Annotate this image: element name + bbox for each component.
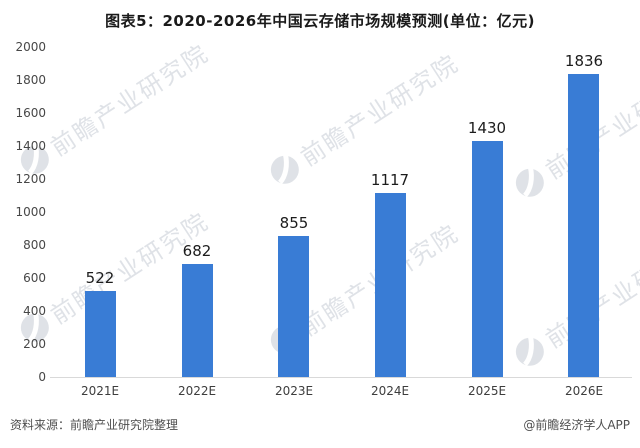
- y-axis-tick-label: 2000: [15, 40, 46, 54]
- y-axis-tick-label: 800: [23, 238, 46, 252]
- x-axis-label: 2026E: [564, 384, 604, 398]
- x-axis-label: 2024E: [370, 384, 410, 398]
- y-axis-tick-label: 600: [23, 271, 46, 285]
- bar-value-label: 1836: [564, 52, 604, 70]
- x-axis-label: 2021E: [80, 384, 120, 398]
- y-axis-tick-label: 1600: [15, 106, 46, 120]
- bar-value-label: 522: [85, 269, 115, 287]
- y-axis-tick-label: 1800: [15, 73, 46, 87]
- bar-2026E: [568, 74, 599, 377]
- watermark-text: 前瞻产业研究院: [45, 39, 214, 162]
- bar-value-label: 1117: [370, 171, 410, 189]
- y-axis-tick-label: 200: [23, 337, 46, 351]
- globe-icon: [515, 334, 544, 366]
- y-axis-tick-label: 1000: [15, 205, 46, 219]
- watermark: 前瞻产业研究院: [262, 44, 464, 192]
- x-axis-label: 2022E: [177, 384, 217, 398]
- bar-value-label: 682: [182, 242, 212, 260]
- y-axis-tick-label: 0: [38, 370, 46, 384]
- bar-2023E: [278, 236, 309, 377]
- y-axis-tick-label: 1400: [15, 139, 46, 153]
- bar-2024E: [375, 193, 406, 377]
- chart-title: 图表5：2020-2026年中国云存储市场规模预测(单位：亿元): [105, 12, 535, 30]
- bar-value-label: 855: [279, 214, 309, 232]
- footer: 资料来源：前瞻产业研究院整理 @前瞻经济学人APP: [10, 416, 630, 433]
- credit-note: @前瞻经济学人APP: [523, 418, 630, 432]
- watermark-text: 前瞻产业研究院: [295, 49, 464, 172]
- bar-2025E: [472, 141, 503, 377]
- x-axis-line: [50, 377, 632, 378]
- y-axis-tick-label: 1200: [15, 172, 46, 186]
- globe-icon: [270, 152, 299, 184]
- globe-icon: [515, 165, 544, 197]
- y-axis-tick-label: 400: [23, 304, 46, 318]
- bar-2022E: [182, 264, 213, 377]
- x-axis-label: 2023E: [274, 384, 314, 398]
- source-note: 资料来源：前瞻产业研究院整理: [10, 418, 179, 432]
- bar-value-label: 1430: [467, 119, 507, 137]
- x-axis-label: 2025E: [467, 384, 507, 398]
- bar-2021E: [85, 291, 116, 377]
